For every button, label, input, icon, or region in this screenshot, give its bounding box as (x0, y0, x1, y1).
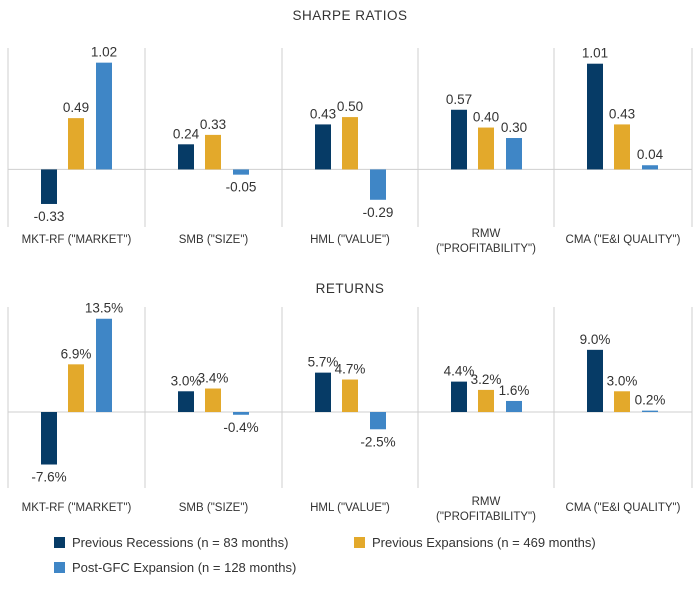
returns-category-label-smb-size: SMB ("SIZE") (179, 502, 249, 514)
sharpe-category-label-cma-e-i-quality: CMA ("E&I QUALITY") (566, 234, 681, 246)
sharpe-bar-post-gfc-expansion-mkt-rf-market (96, 62, 112, 170)
sharpe-data-label-previous-recessions-cma-e-i-quality: 1.01 (582, 46, 608, 61)
returns-bar-post-gfc-expansion-rmw (506, 400, 522, 413)
sharpe-bar-post-gfc-expansion-hml-value (370, 169, 386, 200)
sharpe-category-label-smb-size: SMB ("SIZE") (179, 234, 249, 246)
returns-data-label-previous-recessions-rmw: 4.4% (444, 364, 475, 379)
returns-bar-previous-recessions-mkt-rf-market (41, 412, 57, 465)
returns-data-label-previous-expansions-mkt-rf-market: 6.9% (61, 346, 92, 361)
sharpe-bar-previous-recessions-smb-size (178, 144, 194, 170)
returns-category-label-cma-e-i-quality: CMA ("E&I QUALITY") (566, 502, 681, 514)
sharpe-bar-previous-expansions-hml-value (342, 117, 358, 170)
sharpe-data-label-previous-recessions-rmw: 0.57 (446, 92, 472, 107)
returns-category-label-mkt-rf-market: MKT-RF ("MARKET") (22, 502, 132, 514)
sharpe-data-label-previous-expansions-rmw: 0.40 (473, 110, 499, 125)
sharpe-data-label-previous-recessions-smb-size: 0.24 (173, 126, 200, 141)
returns-category-label-rmw-line2: ("PROFITABILITY") (436, 511, 536, 523)
returns-bar-previous-expansions-mkt-rf-market (68, 364, 84, 413)
returns-category-label-hml-value: HML ("VALUE") (310, 502, 390, 514)
sharpe-bar-post-gfc-expansion-rmw (506, 138, 522, 170)
returns-bar-post-gfc-expansion-hml-value (370, 412, 386, 430)
sharpe-category-label-rmw-line2: ("PROFITABILITY") (436, 243, 536, 255)
sharpe-data-label-previous-recessions-mkt-rf-market: -0.33 (34, 209, 65, 224)
sharpe-data-label-post-gfc-expansion-cma-e-i-quality: 0.04 (637, 147, 664, 162)
returns-bar-previous-expansions-cma-e-i-quality (614, 391, 630, 413)
sharpe-data-label-previous-expansions-hml-value: 0.50 (337, 99, 363, 114)
sharpe-bar-previous-recessions-mkt-rf-market (41, 169, 57, 204)
returns-data-label-previous-expansions-cma-e-i-quality: 3.0% (607, 373, 638, 388)
returns-bar-post-gfc-expansion-mkt-rf-market (96, 318, 112, 413)
returns-data-label-post-gfc-expansion-mkt-rf-market: 13.5% (85, 301, 123, 316)
sharpe-chart-title: SHARPE RATIOS (292, 8, 407, 23)
sharpe-data-label-post-gfc-expansion-rmw: 0.30 (501, 120, 527, 135)
returns-data-label-previous-recessions-smb-size: 3.0% (171, 373, 202, 388)
sharpe-bar-post-gfc-expansion-cma-e-i-quality (642, 165, 658, 170)
returns-data-label-post-gfc-expansion-rmw: 1.6% (499, 383, 530, 398)
returns-bar-previous-expansions-rmw (478, 389, 494, 413)
returns-category-label-rmw: RMW (472, 496, 501, 508)
sharpe-bar-previous-recessions-cma-e-i-quality (587, 63, 603, 170)
returns-bar-post-gfc-expansion-smb-size (233, 412, 249, 415)
sharpe-data-label-post-gfc-expansion-mkt-rf-market: 1.02 (91, 45, 117, 60)
sharpe-bar-previous-recessions-rmw (451, 109, 467, 170)
sharpe-bar-previous-expansions-cma-e-i-quality (614, 124, 630, 170)
returns-bar-previous-recessions-cma-e-i-quality (587, 349, 603, 413)
returns-data-label-previous-expansions-rmw: 3.2% (471, 372, 502, 387)
returns-bar-previous-expansions-hml-value (342, 379, 358, 413)
returns-data-label-previous-recessions-cma-e-i-quality: 9.0% (580, 332, 611, 347)
returns-bar-post-gfc-expansion-cma-e-i-quality (642, 410, 658, 413)
sharpe-data-label-post-gfc-expansion-hml-value: -0.29 (363, 205, 394, 220)
sharpe-category-label-rmw: RMW (472, 228, 501, 240)
sharpe-category-label-mkt-rf-market: MKT-RF ("MARKET") (22, 234, 132, 246)
sharpe-bar-previous-recessions-hml-value (315, 124, 331, 170)
returns-data-label-post-gfc-expansion-hml-value: -2.5% (360, 434, 395, 449)
returns-data-label-post-gfc-expansion-cma-e-i-quality: 0.2% (635, 393, 666, 408)
returns-bar-previous-recessions-rmw (451, 381, 467, 413)
returns-data-label-previous-recessions-hml-value: 5.7% (308, 355, 339, 370)
sharpe-category-label-hml-value: HML ("VALUE") (310, 234, 390, 246)
returns-data-label-previous-recessions-mkt-rf-market: -7.6% (31, 470, 66, 485)
sharpe-bar-post-gfc-expansion-smb-size (233, 169, 249, 175)
returns-data-label-previous-expansions-hml-value: 4.7% (335, 362, 366, 377)
sharpe-bar-previous-expansions-smb-size (205, 134, 221, 170)
returns-data-label-post-gfc-expansion-smb-size: -0.4% (223, 420, 258, 435)
returns-data-label-previous-expansions-smb-size: 3.4% (198, 371, 229, 386)
sharpe-bar-previous-expansions-rmw (478, 127, 494, 170)
sharpe-data-label-post-gfc-expansion-smb-size: -0.05 (226, 180, 257, 195)
returns-bar-previous-recessions-smb-size (178, 391, 194, 413)
sharpe-data-label-previous-expansions-smb-size: 0.33 (200, 117, 226, 132)
sharpe-data-label-previous-expansions-cma-e-i-quality: 0.43 (609, 106, 635, 121)
returns-chart-title: RETURNS (316, 281, 385, 296)
sharpe-data-label-previous-expansions-mkt-rf-market: 0.49 (63, 100, 89, 115)
sharpe-bar-previous-expansions-mkt-rf-market (68, 118, 84, 170)
returns-bar-previous-expansions-smb-size (205, 388, 221, 413)
returns-bar-previous-recessions-hml-value (315, 372, 331, 413)
sharpe-data-label-previous-recessions-hml-value: 0.43 (310, 106, 336, 121)
